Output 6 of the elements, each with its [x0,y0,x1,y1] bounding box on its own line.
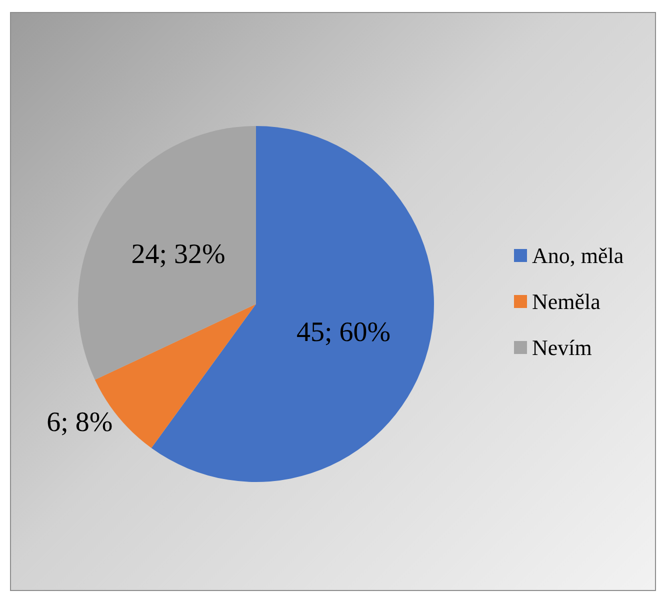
data-label: 45; 60% [296,316,391,348]
data-label: 24; 32% [131,239,226,270]
legend-label: Ano, měla [532,243,624,268]
legend-label: Nevím [532,335,592,360]
data-label: 6; 8% [46,407,113,438]
legend-label: Neměla [532,289,601,314]
